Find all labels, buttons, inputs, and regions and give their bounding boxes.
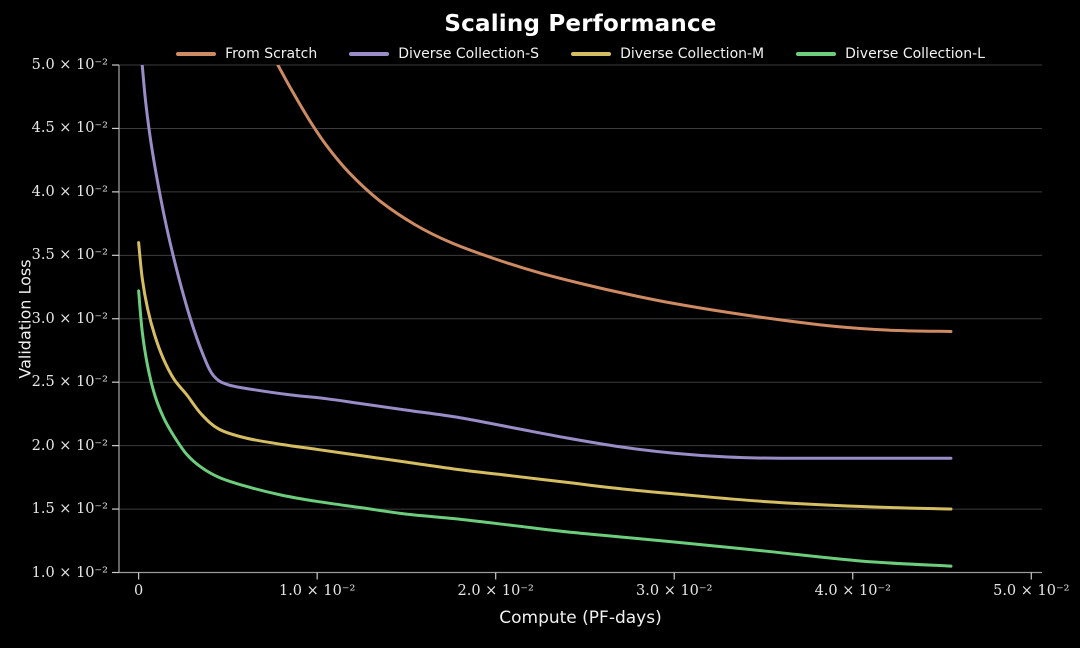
legend-item: Diverse Collection-M [571,46,764,62]
series-line-diverse-collection-s [140,65,953,460]
y-tick-label: 4.0 × 10⁻² [31,183,108,200]
y-tick-label: 2.0 × 10⁻² [31,437,108,454]
legend-line-swatch [796,52,837,56]
legend-item: From Scratch [176,46,317,62]
x-tick-label: 3.0 × 10⁻² [636,582,713,599]
legend: From Scratch Diverse Collection-S Diverse … [119,44,1042,64]
legend-item: Diverse Collection-S [349,46,539,62]
chart-title: Scaling Performance [444,11,717,37]
x-tick-label: 2.0 × 10⁻² [457,582,534,599]
y-tick-label: 5.0 × 10⁻² [31,57,108,73]
y-tick-label: 3.0 × 10⁻² [31,310,108,327]
legend-label: Diverse Collection-L [845,46,985,62]
y-tick-label: 1.5 × 10⁻² [31,501,108,518]
y-tick-label: 2.5 × 10⁻² [31,374,108,391]
legend-line-swatch [349,52,390,56]
y-tick-label: 3.5 × 10⁻² [31,247,108,264]
series-line-from-scratch [276,65,953,333]
x-tick-label: 4.0 × 10⁻² [814,582,891,599]
legend-item: Diverse Collection-L [796,46,985,62]
y-tick-label: 1.0 × 10⁻² [31,564,108,581]
legend-line-swatch [176,52,217,56]
x-tick-label: 1.0 × 10⁻² [278,582,356,599]
series-line-diverse-collection-m [137,241,953,511]
legend-label: Diverse Collection-S [398,46,540,62]
legend-label: From Scratch [225,46,318,62]
y-tick-label: 4.5 × 10⁻² [31,120,108,137]
legend-label: Diverse Collection-M [620,46,765,62]
series-line-diverse-collection-l [137,289,953,568]
legend-line-swatch [571,52,612,56]
x-tick-label: 0 [134,582,144,599]
x-tick-label: 5.0 × 10⁻² [993,582,1070,599]
x-axis-label: Compute (PF-days) [499,608,662,628]
